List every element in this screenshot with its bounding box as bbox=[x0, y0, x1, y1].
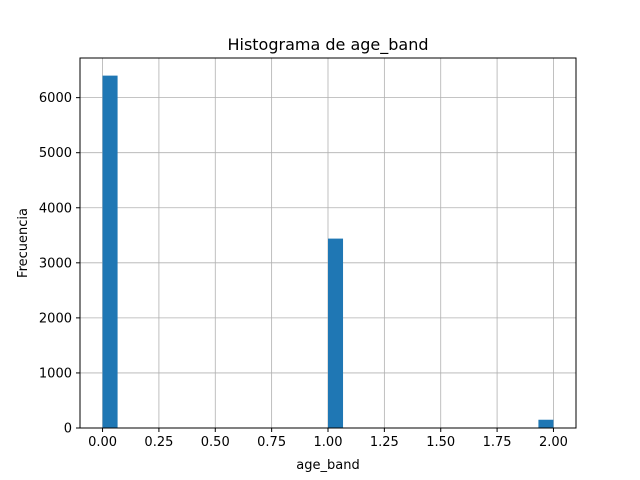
y-axis-ticks: 0 1000 2000 3000 4000 5000 6000 bbox=[39, 91, 80, 437]
histogram-bar bbox=[538, 419, 554, 428]
y-tick-label: 2000 bbox=[39, 311, 72, 326]
x-axis-ticks: 0.00 0.25 0.50 0.75 1.00 1.25 1.50 1.75 2.00 bbox=[88, 428, 568, 450]
histogram-bar bbox=[328, 238, 344, 428]
y-tick-label: 6000 bbox=[39, 91, 72, 106]
y-tick-label: 1000 bbox=[39, 366, 72, 381]
x-tick-label: 2.00 bbox=[539, 435, 568, 450]
x-tick-label: 1.50 bbox=[426, 435, 455, 450]
y-tick-label: 3000 bbox=[39, 256, 72, 271]
x-tick-label: 0.00 bbox=[88, 435, 117, 450]
x-tick-label: 1.00 bbox=[314, 435, 343, 450]
y-axis-label: Frecuencia bbox=[16, 208, 31, 278]
y-tick-label: 0 bbox=[64, 422, 72, 437]
chart-title: Histograma de age_band bbox=[227, 35, 428, 55]
x-tick-label: 0.25 bbox=[144, 435, 173, 450]
x-tick-label: 1.75 bbox=[483, 435, 512, 450]
x-axis-label: age_band bbox=[296, 458, 359, 473]
x-tick-label: 1.25 bbox=[370, 435, 399, 450]
x-tick-label: 0.50 bbox=[201, 435, 230, 450]
histogram-bar bbox=[102, 75, 118, 428]
histogram-bars bbox=[102, 75, 554, 428]
y-tick-label: 4000 bbox=[39, 201, 72, 216]
y-tick-label: 5000 bbox=[39, 146, 72, 161]
x-tick-label: 0.75 bbox=[257, 435, 286, 450]
